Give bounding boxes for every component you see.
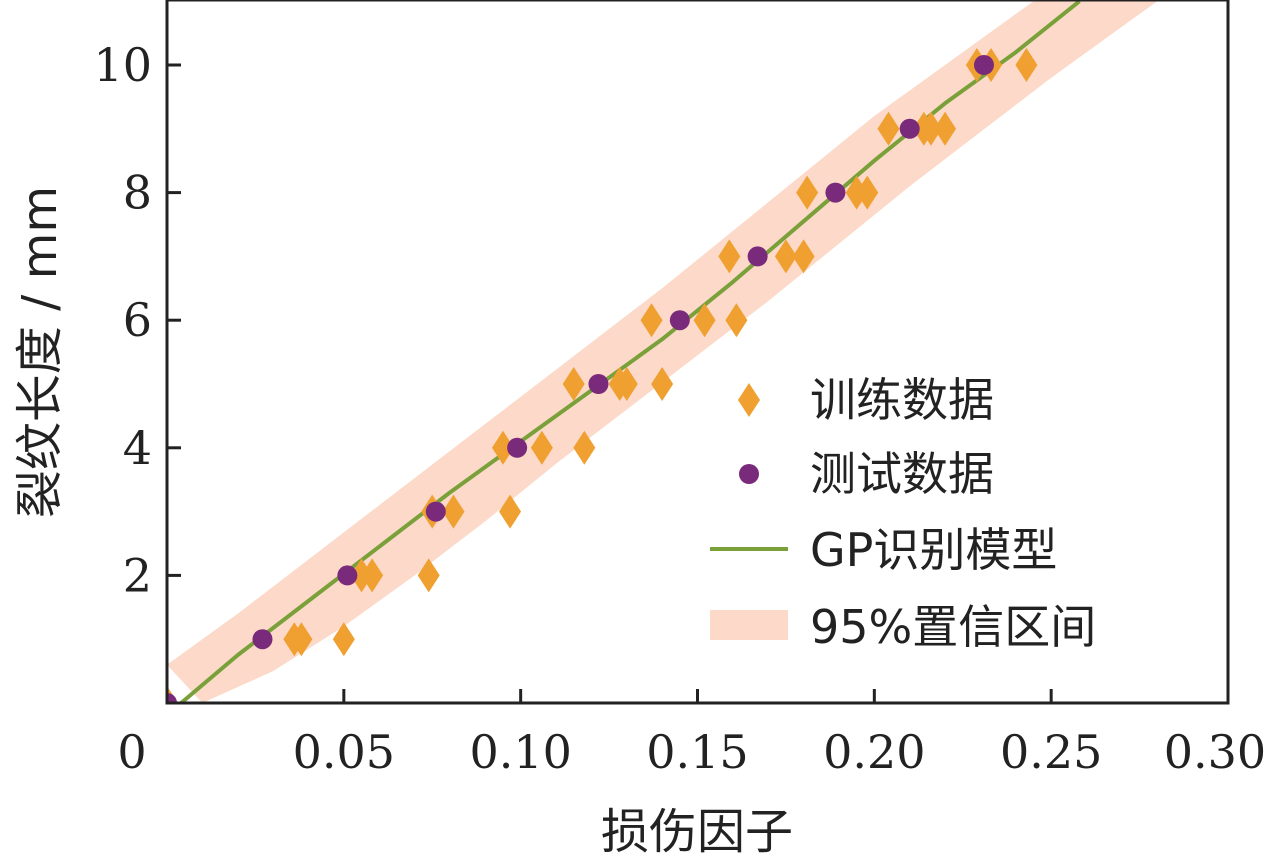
legend-test-marker [739, 464, 759, 484]
train-point [442, 494, 465, 529]
legend-model-label: GP识别模型 [810, 523, 1057, 577]
y-tick-label: 10 [93, 38, 152, 92]
legend-train-label: 训练数据 [810, 373, 994, 427]
gp-model-line [179, 0, 1081, 703]
train-point [725, 303, 748, 338]
test-point [825, 182, 846, 203]
test-point [337, 565, 358, 586]
test-point [252, 629, 273, 650]
train-point [693, 303, 716, 338]
test-point [425, 501, 446, 522]
train-point [796, 175, 819, 210]
test-point [588, 374, 609, 394]
test-point [669, 310, 690, 331]
train-point [491, 430, 514, 465]
y-tick-label: 4 [123, 421, 152, 475]
train-point [774, 239, 797, 274]
train-point [615, 367, 638, 401]
test-point [899, 118, 920, 139]
x-tick-label: 0.30 [1164, 725, 1266, 779]
train-point [562, 367, 585, 401]
train-point [499, 494, 522, 529]
train-point [361, 558, 384, 593]
train-point [792, 239, 815, 274]
model-line-layer [179, 0, 1081, 703]
train-point [573, 430, 596, 465]
train-point [856, 175, 879, 210]
x-axis: 0 0.05 0.10 0.15 0.20 0.25 0.30 [117, 689, 1266, 779]
confidence-band-layer [167, 1, 1158, 703]
test-point [167, 693, 177, 703]
test-points-layer [167, 55, 994, 703]
train-point [530, 430, 553, 465]
x-tick-label: 0.25 [1000, 725, 1102, 779]
train-points-layer [167, 48, 1038, 703]
train-point [290, 622, 313, 657]
legend-test-label: 测试数据 [810, 447, 994, 501]
y-tick-label: 8 [123, 166, 152, 220]
x-tick-label: 0.15 [646, 725, 748, 779]
test-point [507, 437, 528, 458]
y-axis: 2 4 6 8 10 [93, 38, 181, 602]
test-point [747, 246, 768, 267]
train-point [1015, 48, 1038, 82]
train-point [877, 111, 900, 146]
train-point [718, 239, 741, 274]
train-point [919, 111, 942, 146]
legend-band-label: 95%置信区间 [810, 600, 1096, 654]
x-tick-label: 0.10 [469, 725, 571, 779]
y-axis-title: 裂纹长度 / mm [12, 186, 68, 518]
x-axis-title: 损伤因子 [601, 804, 793, 860]
test-point [973, 55, 994, 75]
y-tick-label: 6 [123, 293, 152, 347]
legend-train-marker [738, 383, 760, 417]
legend-band-marker [710, 610, 788, 640]
train-point [934, 111, 957, 146]
x-tick-label: 0.20 [823, 725, 925, 779]
x-tick-label: 0.05 [293, 725, 395, 779]
legend: 训练数据 测试数据 GP识别模型 95%置信区间 [710, 373, 1096, 654]
confidence-band [167, 1, 1158, 703]
x-tick-label: 0 [117, 725, 146, 779]
train-point [640, 303, 663, 338]
train-point [651, 367, 674, 401]
y-tick-label: 2 [123, 548, 152, 602]
train-point [332, 622, 355, 657]
train-point [417, 558, 440, 593]
